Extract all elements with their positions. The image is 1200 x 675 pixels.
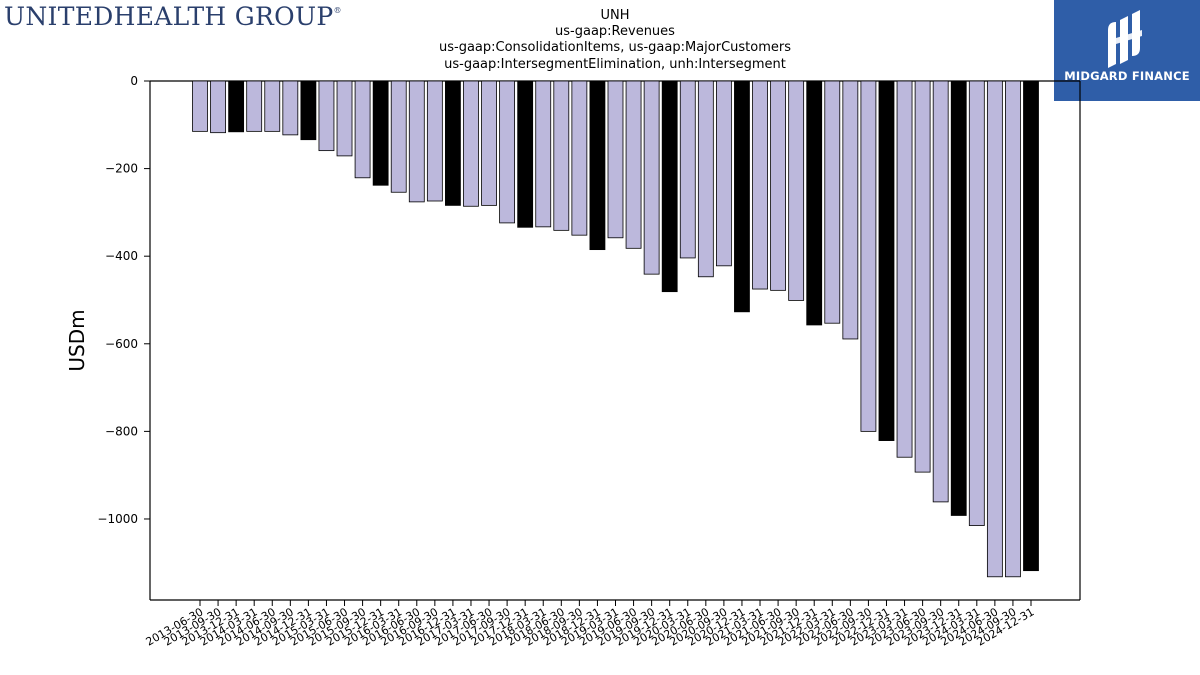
- logo-left-text: UNITEDHEALTH GROUP: [4, 2, 334, 31]
- midgard-finance-logo: MIDGARD FINANCE: [1054, 0, 1200, 101]
- bar: [210, 80, 226, 134]
- chart-title-line-1: UNH: [600, 8, 630, 23]
- bar: [968, 80, 985, 526]
- bar: [607, 80, 624, 239]
- bar: [643, 80, 660, 275]
- bar: [354, 80, 371, 179]
- bar: [770, 80, 786, 291]
- bar: [806, 80, 823, 326]
- midgard-emblem-icon: [1108, 10, 1142, 68]
- bar: [264, 80, 281, 132]
- bar: [372, 80, 389, 186]
- bar: [463, 80, 479, 207]
- bar: [734, 80, 750, 313]
- registered-mark: ®: [333, 6, 342, 15]
- bar: [788, 80, 805, 301]
- bar: [697, 80, 714, 278]
- bar: [228, 80, 245, 133]
- bar: [625, 80, 642, 249]
- midgard-finance-text: MIDGARD FINANCE: [1064, 69, 1190, 83]
- bar: [390, 80, 407, 193]
- bar: [408, 80, 425, 203]
- bar: [932, 80, 949, 503]
- bar: [860, 80, 877, 432]
- unitedhealth-group-logo: UNITEDHEALTH GROUP®: [4, 2, 342, 31]
- bar: [426, 80, 443, 202]
- bar: [300, 80, 317, 141]
- bar: [571, 80, 588, 236]
- bar: [589, 80, 606, 251]
- bar: [878, 80, 895, 441]
- y-tick-label: −600: [105, 337, 138, 351]
- bar: [842, 80, 859, 340]
- bar: [914, 80, 931, 473]
- y-tick-label: −400: [105, 249, 138, 263]
- bar: [661, 80, 678, 293]
- chart-title-line-2: us-gaap:Revenues: [555, 24, 675, 39]
- bar: [824, 80, 841, 324]
- y-tick-label: −200: [105, 162, 138, 176]
- chart-title-line-3: us-gaap:ConsolidationItems, us-gaap:Majo…: [438, 40, 792, 55]
- bar: [445, 80, 461, 206]
- bar: [1005, 80, 1021, 578]
- bar: [192, 80, 208, 132]
- bar: [246, 80, 263, 132]
- bar: [517, 80, 534, 228]
- y-tick-label: −1000: [97, 512, 138, 526]
- bar: [950, 80, 967, 516]
- y-tick-label: 0: [130, 74, 138, 88]
- y-axis-label: USDm: [65, 309, 89, 371]
- bar: [535, 80, 552, 228]
- y-tick-label: −800: [105, 424, 138, 438]
- bar: [896, 80, 913, 458]
- bar: [715, 80, 732, 267]
- bar: [499, 80, 516, 224]
- bar: [553, 80, 570, 231]
- bar: [336, 80, 353, 157]
- bar: [282, 80, 299, 136]
- chart-title-line-4: us-gaap:IntersegmentElimination, unh:Int…: [444, 57, 786, 72]
- bar: [752, 80, 768, 290]
- bar: [986, 80, 1003, 578]
- bar: [679, 80, 696, 259]
- bar: [318, 80, 335, 152]
- bar: [481, 80, 497, 206]
- bar: [1023, 80, 1039, 572]
